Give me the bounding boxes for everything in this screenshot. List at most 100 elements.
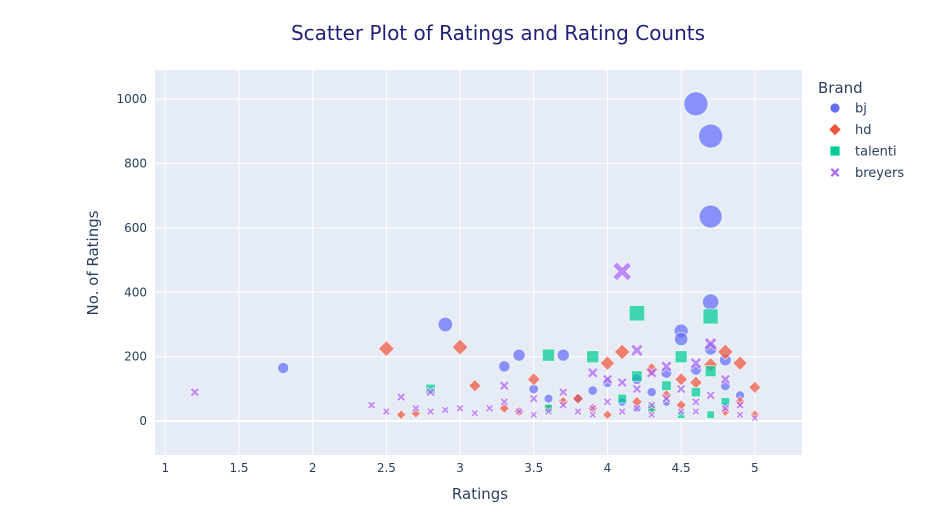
data-point-breyers: [632, 403, 642, 413]
data-point-hd: [526, 372, 541, 387]
data-point-breyers: [588, 403, 598, 413]
data-point-talenti: [542, 348, 555, 362]
data-point-talenti: [617, 393, 627, 404]
data-point-bj: [437, 316, 453, 333]
data-point-hd: [644, 362, 660, 378]
legend-item-breyers[interactable]: breyers: [829, 166, 904, 181]
series-bj: [277, 91, 746, 413]
data-point-breyers: [499, 397, 510, 407]
data-point-breyers: [411, 403, 421, 413]
data-point-hd: [748, 380, 762, 394]
y-tick-label: 600: [124, 221, 147, 235]
legend-label: breyers: [855, 166, 904, 181]
data-point-breyers: [470, 408, 480, 418]
y-tick-label: 800: [124, 156, 147, 170]
legend-item-hd[interactable]: hd: [828, 122, 872, 138]
data-point-talenti: [628, 305, 646, 322]
data-point-breyers: [586, 366, 599, 379]
data-point-talenti: [586, 350, 600, 364]
data-point-hd: [717, 343, 734, 361]
chart-title: Scatter Plot of Ratings and Rating Count…: [291, 21, 705, 45]
data-point-breyers: [675, 383, 687, 395]
data-point-breyers: [396, 392, 407, 403]
y-tick-label: 400: [124, 285, 147, 299]
data-point-breyers: [676, 407, 686, 416]
x-tick-label: 4: [604, 461, 612, 475]
data-point-talenti: [631, 370, 643, 382]
data-point-breyers: [647, 410, 656, 420]
data-point-bj: [277, 362, 290, 374]
legend-marker-breyers: [829, 166, 841, 179]
data-point-breyers: [720, 403, 730, 413]
data-point-bj: [683, 91, 709, 117]
data-point-hd: [468, 379, 482, 393]
legend-item-talenti[interactable]: talenti: [829, 145, 897, 160]
data-point-breyers: [631, 383, 643, 395]
data-point-breyers: [691, 397, 701, 407]
data-point-hd: [377, 340, 395, 358]
data-point-bj: [674, 331, 689, 347]
data-point-hd: [599, 355, 616, 371]
data-point-bj: [587, 385, 598, 396]
legend-title: Brand: [818, 79, 863, 97]
data-point-breyers: [425, 386, 436, 398]
data-point-breyers: [426, 407, 436, 416]
data-point-bj: [543, 393, 554, 404]
data-point-breyers: [381, 407, 391, 416]
data-point-talenti: [661, 380, 672, 392]
legend: Brand bj hd talenti breyers: [818, 79, 904, 181]
data-point-breyers: [735, 400, 745, 410]
data-points: [189, 91, 762, 423]
data-point-hd: [613, 343, 631, 361]
data-point-bj: [646, 387, 657, 398]
y-tick-label: 200: [124, 350, 147, 364]
data-point-talenti: [702, 308, 719, 325]
data-point-breyers: [719, 373, 732, 385]
data-point-breyers: [602, 397, 613, 407]
grid: [155, 70, 802, 455]
series-talenti: [425, 305, 731, 419]
data-point-hd: [602, 409, 613, 420]
data-point-bj: [698, 123, 724, 149]
data-point-breyers: [558, 386, 569, 398]
data-point-breyers: [630, 343, 644, 358]
y-axis-title: No. of Ratings: [84, 210, 102, 315]
data-point-breyers: [366, 400, 377, 410]
data-point-breyers: [528, 393, 539, 404]
data-point-breyers: [735, 410, 745, 420]
x-tick-label: 2: [309, 461, 317, 475]
data-point-hd: [674, 372, 689, 387]
data-point-breyers: [544, 407, 553, 416]
data-point-breyers: [484, 403, 495, 413]
data-point-bj: [702, 293, 720, 311]
legend-marker-hd: [828, 122, 842, 137]
data-point-bj: [498, 360, 511, 373]
data-point-talenti: [704, 365, 717, 378]
data-point-breyers: [661, 393, 672, 404]
data-point-breyers: [612, 261, 633, 282]
legend-label: talenti: [855, 145, 897, 160]
data-point-breyers: [617, 407, 627, 416]
data-point-breyers: [646, 400, 657, 410]
data-point-hd: [660, 389, 673, 402]
data-point-hd: [451, 338, 469, 356]
data-point-breyers: [189, 386, 200, 398]
x-tick-label: 3: [456, 461, 464, 475]
x-tick-label: 2.5: [377, 461, 396, 475]
data-point-bj: [556, 348, 570, 362]
data-point-breyers: [588, 410, 598, 420]
data-point-bj: [512, 348, 526, 362]
data-point-breyers: [689, 356, 703, 370]
data-point-breyers: [703, 336, 718, 351]
legend-marker-talenti: [829, 145, 841, 157]
x-tick-label: 3.5: [524, 461, 543, 475]
data-point-breyers: [705, 390, 716, 401]
data-point-breyers: [558, 400, 568, 410]
data-point-talenti: [674, 350, 688, 364]
series-breyers: [189, 261, 760, 423]
legend-item-bj[interactable]: bj: [829, 102, 867, 117]
legend-label: hd: [855, 123, 872, 138]
data-point-breyers: [691, 407, 701, 416]
data-point-breyers: [498, 380, 510, 392]
